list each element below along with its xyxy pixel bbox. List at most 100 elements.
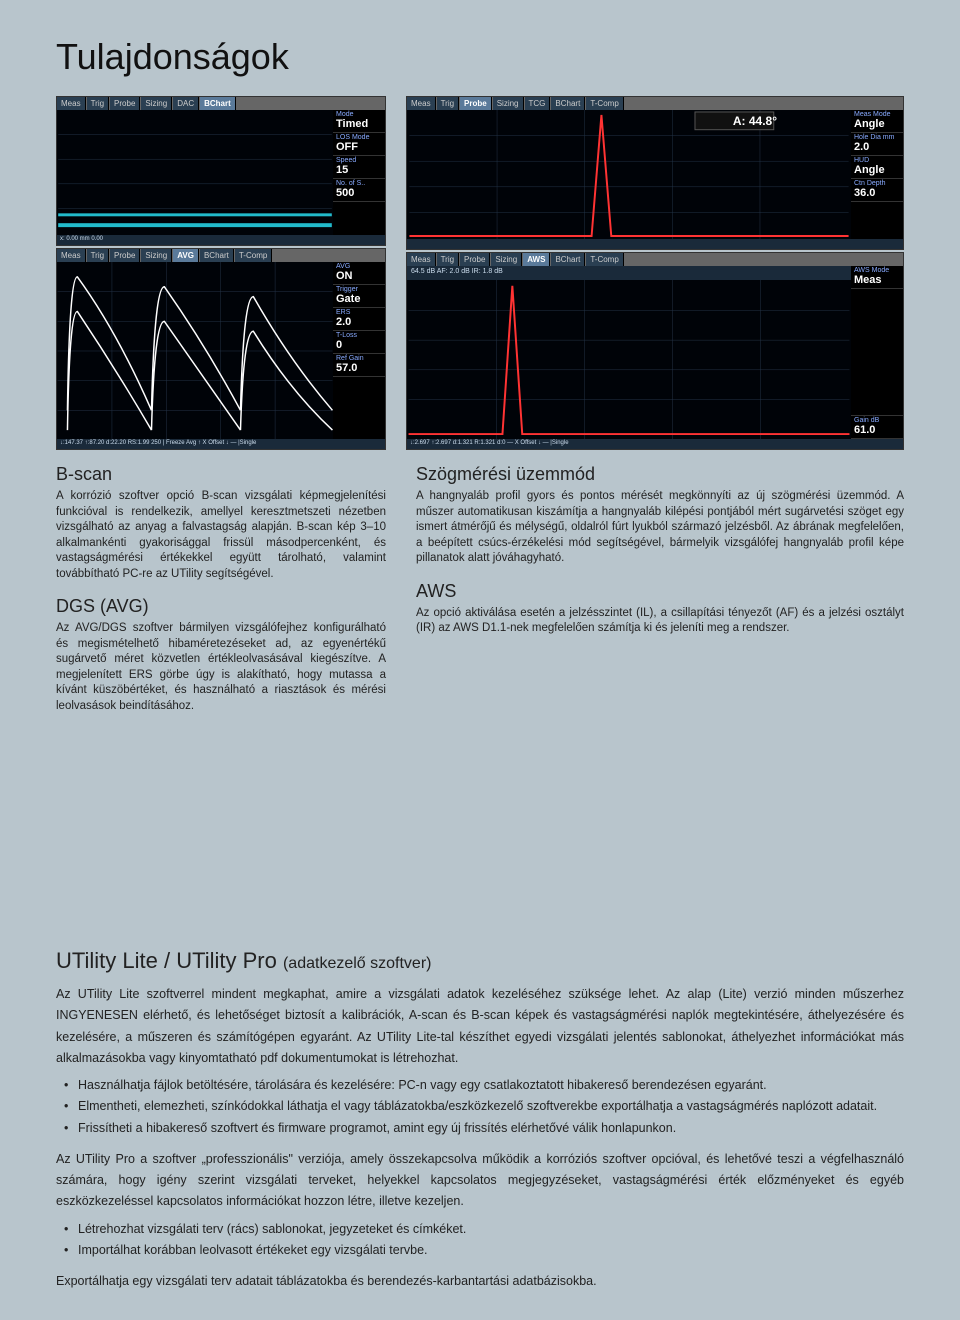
angle-heading: Szögmérési üzemmód <box>416 464 904 485</box>
menu-item: Trig <box>437 97 459 110</box>
bullet-item: Frissítheti a hibakereső szoftvert és fi… <box>64 1118 904 1139</box>
menu-item: Sizing <box>141 249 172 262</box>
sp-val: 36.0 <box>854 187 900 199</box>
menu-item: Meas <box>57 97 86 110</box>
menu-item: Trig <box>87 249 109 262</box>
dgs-text: Az AVG/DGS szoftver bármilyen vizsgálófe… <box>56 621 386 714</box>
menu-item: Probe <box>110 249 140 262</box>
sp-label: Meas Mode <box>854 111 900 118</box>
sp-val: 500 <box>336 187 382 199</box>
sp-label: No. of S.. <box>336 180 382 187</box>
menubar: Meas Trig Probe Sizing TCG BChart T-Comp <box>407 97 903 110</box>
sp-val: Gate <box>336 293 382 305</box>
utility-title-main: UTility Lite / UTility Pro <box>56 948 277 973</box>
dgs-viewport <box>57 262 333 439</box>
menu-item-active: AVG <box>173 249 199 262</box>
sp-label: AVG <box>336 263 382 270</box>
utility-p3: Exportálhatja egy vizsgálati terv adatai… <box>56 1271 904 1292</box>
sp-label: Ctn Depth <box>854 180 900 187</box>
sp-val: Timed <box>336 118 382 130</box>
sp-label: T-Loss <box>336 332 382 339</box>
menu-item-active: Probe <box>460 97 492 110</box>
menu-item: DAC <box>173 97 199 110</box>
aws-text: Az opció aktiválása esetén a jelzésszint… <box>416 606 904 637</box>
sp-val: 61.0 <box>854 424 900 436</box>
menubar: Meas Trig Probe Sizing DAC BChart <box>57 97 385 110</box>
sp-label: ERS <box>336 309 382 316</box>
menu-item: T-Comp <box>586 253 623 266</box>
menu-item: T-Comp <box>586 97 623 110</box>
statusbar: ↓:2.697 ↑:2.697 d:1.321 R:1.321 d:0 — X … <box>407 439 903 449</box>
sp-val: 57.0 <box>336 362 382 374</box>
statusbar: ↓:147.37 ↑:87.20 d:22.20 RS:1.99 250 | F… <box>57 439 385 449</box>
side-panel: AWS ModeMeas Gain dB61.0 <box>851 266 903 439</box>
utility-p2: Az UTility Pro a szoftver „professzionál… <box>56 1149 904 1213</box>
screen-aws: Meas Trig Probe Sizing AWS BChart T-Comp… <box>406 252 904 450</box>
aws-heading: AWS <box>416 581 904 602</box>
sp-val: 2.0 <box>336 316 382 328</box>
sp-label: Gain dB <box>854 417 900 424</box>
menu-item: Probe <box>460 253 490 266</box>
sp-label: Speed <box>336 157 382 164</box>
sp-val: Meas <box>854 274 900 286</box>
menu-item: BChart <box>551 97 585 110</box>
side-panel: Meas ModeAngle Hole Dia mm2.0 HUDAngle C… <box>851 110 903 239</box>
menu-item-active: BChart <box>200 97 236 110</box>
menubar: Meas Trig Probe Sizing AVG BChart T-Comp <box>57 249 385 262</box>
menubar: Meas Trig Probe Sizing AWS BChart T-Comp <box>407 253 903 266</box>
sp-val: ON <box>336 270 382 282</box>
menu-item: Sizing <box>493 97 524 110</box>
sp-label: Mode <box>336 111 382 118</box>
menu-item: TCG <box>525 97 551 110</box>
sp-val: Angle <box>854 164 900 176</box>
menu-item: BChart <box>200 249 234 262</box>
menu-item: Probe <box>110 97 140 110</box>
sp-label: Trigger <box>336 286 382 293</box>
page-title: Tulajdonságok <box>56 36 904 78</box>
bullet-item: Importálhat korábban leolvasott értékeke… <box>64 1240 904 1261</box>
menu-item: Sizing <box>491 253 522 266</box>
sp-val: Angle <box>854 118 900 130</box>
angle-viewport: A: 44.8° <box>407 110 851 239</box>
sp-val: OFF <box>336 141 382 153</box>
bullet-item: Elmentheti, elemezheti, színkódokkal lát… <box>64 1096 904 1117</box>
utility-title: UTility Lite / UTility Pro (adatkezelő s… <box>56 948 904 974</box>
aws-viewport: 64.5 dB AF: 2.0 dB IR: 1.8 dB <box>407 266 851 439</box>
bscan-viewport <box>57 110 333 235</box>
sp-val: 15 <box>336 164 382 176</box>
screen-bscan: Meas Trig Probe Sizing DAC BChart Mo <box>56 96 386 246</box>
statusbar: x: 0.00 mm 0.00 <box>57 235 385 245</box>
sp-label: Ref Gain <box>336 355 382 362</box>
menu-item: Trig <box>437 253 459 266</box>
angle-text: A hangnyaláb profil gyors és pontos méré… <box>416 489 904 567</box>
menu-item: Meas <box>407 253 436 266</box>
menu-item: Meas <box>407 97 436 110</box>
sp-label: LOS Mode <box>336 134 382 141</box>
side-panel: ModeTimed LOS ModeOFF Speed15 No. of S..… <box>333 110 385 235</box>
utility-title-sub: (adatkezelő szoftver) <box>283 955 432 972</box>
utility-p1: Az UTility Lite szoftverrel mindent megk… <box>56 984 904 1069</box>
sp-val: 2.0 <box>854 141 900 153</box>
menu-item: T-Comp <box>235 249 272 262</box>
menu-item: Sizing <box>141 97 172 110</box>
angle-readout: A: 44.8° <box>733 114 777 128</box>
feature-columns: B-scan A korrózió szoftver opció B-scan … <box>56 464 904 728</box>
bscan-text: A korrózió szoftver opció B-scan vizsgál… <box>56 489 386 582</box>
menu-item: BChart <box>551 253 585 266</box>
utility-bullets-1: Használhatja fájlok betöltésére, tárolás… <box>64 1075 904 1139</box>
bscan-heading: B-scan <box>56 464 386 485</box>
menu-item: Meas <box>57 249 86 262</box>
sp-val: 0 <box>336 339 382 351</box>
bullet-item: Létrehozhat vizsgálati terv (rács) sablo… <box>64 1219 904 1240</box>
statusbar <box>407 239 903 249</box>
top-gauge: 64.5 dB AF: 2.0 dB IR: 1.8 dB <box>407 266 851 280</box>
bullet-item: Használhatja fájlok betöltésére, tárolás… <box>64 1075 904 1096</box>
sp-label: Hole Dia mm <box>854 134 900 141</box>
screen-dgs: Meas Trig Probe Sizing AVG BChart T-Comp <box>56 248 386 450</box>
utility-section: UTility Lite / UTility Pro (adatkezelő s… <box>56 948 904 1292</box>
dgs-heading: DGS (AVG) <box>56 596 386 617</box>
sp-label: HUD <box>854 157 900 164</box>
menu-item: Trig <box>87 97 109 110</box>
screen-angle: Meas Trig Probe Sizing TCG BChart T-Comp <box>406 96 904 250</box>
utility-bullets-2: Létrehozhat vizsgálati terv (rács) sablo… <box>64 1219 904 1262</box>
